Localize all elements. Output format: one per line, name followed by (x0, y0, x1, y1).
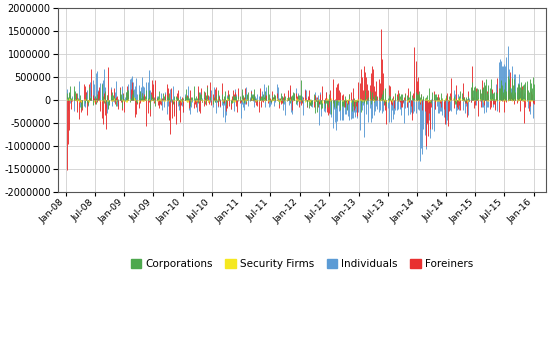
Legend: Corporations, Security Firms, Individuals, Foreiners: Corporations, Security Firms, Individual… (126, 255, 477, 273)
